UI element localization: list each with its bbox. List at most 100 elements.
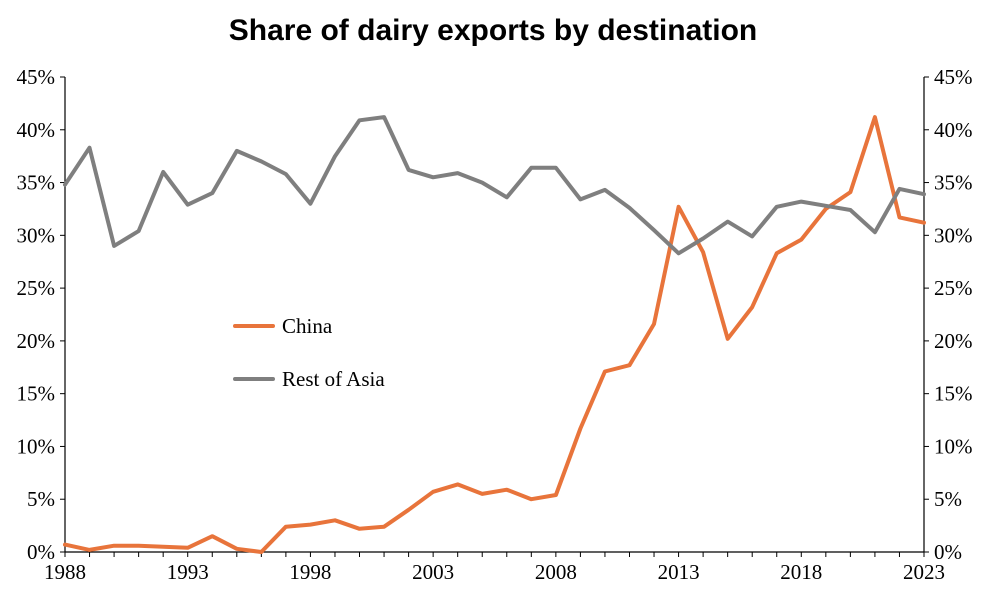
y-tick-label-right: 5% <box>934 487 962 511</box>
data-point-china <box>701 250 705 254</box>
data-point-china <box>652 322 656 326</box>
data-point-china <box>308 522 313 527</box>
data-point-rest-of-asia <box>480 180 484 185</box>
data-point-rest-of-asia <box>603 188 607 192</box>
series-line-china <box>63 115 926 554</box>
data-point-china <box>578 426 583 431</box>
data-point-china <box>775 251 779 255</box>
data-point-china <box>529 497 533 501</box>
data-point-china <box>824 207 828 211</box>
data-point-rest-of-asia <box>284 172 288 176</box>
data-point-rest-of-asia <box>578 197 583 202</box>
y-tick-label-left: 40% <box>17 118 56 142</box>
data-point-china <box>186 546 190 550</box>
data-point-china <box>210 534 214 538</box>
data-point-rest-of-asia <box>382 115 386 119</box>
data-point-rest-of-asia <box>137 229 141 233</box>
y-tick-label-right: 10% <box>934 434 973 458</box>
y-tick-label-left: 25% <box>17 276 56 300</box>
x-tick-label: 2003 <box>412 560 454 584</box>
data-point-china <box>603 369 607 374</box>
x-tick-label: 2013 <box>658 560 700 584</box>
data-point-rest-of-asia <box>676 251 681 255</box>
data-point-china <box>137 544 141 548</box>
data-point-china <box>922 221 926 225</box>
data-point-rest-of-asia <box>259 159 263 164</box>
x-tick-label: 2023 <box>903 560 945 584</box>
data-point-rest-of-asia <box>235 149 239 153</box>
x-tick-label: 1988 <box>44 560 86 584</box>
data-point-china <box>63 543 67 547</box>
x-tick-label: 2018 <box>780 560 822 584</box>
data-point-china <box>799 237 803 242</box>
data-point-china <box>676 205 681 209</box>
data-point-china <box>431 490 435 494</box>
y-tick-label-left: 20% <box>17 329 56 353</box>
data-point-rest-of-asia <box>357 118 362 122</box>
data-point-china <box>897 215 902 219</box>
data-point-china <box>161 545 165 549</box>
data-point-rest-of-asia <box>627 206 632 210</box>
data-point-rest-of-asia <box>87 146 92 150</box>
y-tick-label-left: 30% <box>17 223 56 247</box>
data-point-rest-of-asia <box>63 183 67 187</box>
data-point-china <box>407 508 411 512</box>
data-point-rest-of-asia <box>529 166 533 170</box>
data-point-rest-of-asia <box>308 202 313 206</box>
data-point-china <box>726 337 730 341</box>
series-line-rest-of-asia <box>63 115 926 256</box>
data-point-rest-of-asia <box>112 244 116 248</box>
data-point-rest-of-asia <box>799 199 803 204</box>
data-point-rest-of-asia <box>505 195 509 199</box>
y-tick-label-left: 5% <box>27 487 55 511</box>
data-point-rest-of-asia <box>210 191 214 195</box>
data-point-rest-of-asia <box>186 203 190 207</box>
data-point-rest-of-asia <box>873 230 877 234</box>
data-point-rest-of-asia <box>897 187 902 191</box>
legend-label-rest-of-asia: Rest of Asia <box>282 367 385 391</box>
data-point-rest-of-asia <box>922 192 926 196</box>
data-point-rest-of-asia <box>456 171 460 175</box>
data-point-rest-of-asia <box>701 236 705 241</box>
y-tick-label-left: 0% <box>27 540 55 564</box>
x-tick-label: 2008 <box>535 560 577 584</box>
y-tick-label-right: 30% <box>934 223 973 247</box>
data-point-rest-of-asia <box>726 220 730 224</box>
y-tick-label-right: 35% <box>934 171 973 195</box>
y-tick-label-left: 10% <box>17 434 56 458</box>
x-tick-label: 1993 <box>167 560 209 584</box>
y-tick-label-left: 45% <box>17 65 56 89</box>
data-point-china <box>848 190 852 194</box>
data-point-rest-of-asia <box>333 154 337 158</box>
data-point-china <box>357 527 362 531</box>
y-tick-label-left: 15% <box>17 382 56 406</box>
y-tick-label-right: 15% <box>934 382 973 406</box>
y-tick-label-right: 0% <box>934 540 962 564</box>
data-point-rest-of-asia <box>652 228 656 232</box>
data-point-rest-of-asia <box>431 175 435 179</box>
y-tick-label-right: 45% <box>934 65 973 89</box>
data-point-rest-of-asia <box>161 170 165 174</box>
data-point-china <box>333 518 337 522</box>
data-point-china <box>505 488 509 492</box>
data-point-rest-of-asia <box>824 204 828 208</box>
data-point-china <box>480 492 484 496</box>
y-tick-label-right: 20% <box>934 329 973 353</box>
data-point-china <box>627 363 632 367</box>
data-point-rest-of-asia <box>750 234 754 238</box>
data-point-china <box>382 525 386 529</box>
data-point-china <box>87 548 92 552</box>
data-point-china <box>873 115 877 119</box>
data-point-china <box>259 550 263 554</box>
data-point-china <box>554 493 558 497</box>
data-point-china <box>112 544 116 548</box>
data-point-china <box>235 547 239 551</box>
x-tick-label: 1998 <box>289 560 331 584</box>
y-tick-label-left: 35% <box>17 171 56 195</box>
data-point-china <box>456 482 460 487</box>
y-tick-label-right: 40% <box>934 118 973 142</box>
data-point-china <box>284 525 288 529</box>
data-point-rest-of-asia <box>848 208 852 212</box>
